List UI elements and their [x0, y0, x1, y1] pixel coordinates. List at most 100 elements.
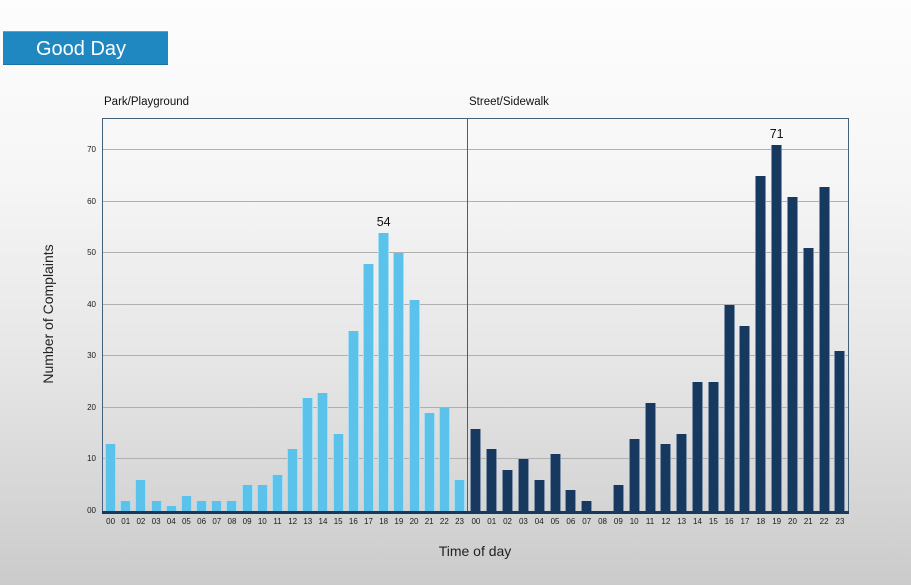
- x-tick-label-park-21: 21: [424, 517, 434, 526]
- bar-park-05: [180, 496, 192, 511]
- x-tick-label-park-03: 03: [151, 517, 161, 526]
- hour-slot-14: 14: [315, 119, 330, 526]
- y-tick-label-40: 40: [87, 300, 96, 309]
- good-day-badge-label: Good Day: [36, 38, 127, 60]
- y-tick-label-30: 30: [87, 351, 96, 360]
- hour-slot-23: 23: [452, 119, 467, 526]
- x-tick-label-park-01: 01: [121, 517, 131, 526]
- y-tick-label-60: 60: [87, 197, 96, 206]
- bar-street-20: [786, 197, 798, 511]
- x-tick-label-street-15: 15: [708, 517, 718, 526]
- hour-slot-05: 05: [547, 119, 563, 526]
- x-axis-baseline: [102, 511, 849, 514]
- x-tick-label-street-18: 18: [756, 517, 766, 526]
- x-tick-label-park-10: 10: [257, 517, 267, 526]
- bar-park-06: [196, 501, 208, 511]
- hour-slot-00: 00: [468, 119, 484, 526]
- x-tick-label-street-23: 23: [835, 517, 845, 526]
- bar-park-12: [287, 449, 299, 511]
- x-tick-label-street-17: 17: [740, 517, 750, 526]
- hour-slot-03: 03: [149, 119, 164, 526]
- hour-slot-16: 16: [346, 119, 361, 526]
- y-tick-label-70: 70: [87, 145, 96, 154]
- x-tick-label-street-02: 02: [503, 517, 513, 526]
- x-tick-label-park-11: 11: [273, 517, 282, 526]
- x-tick-label-street-19: 19: [772, 517, 782, 526]
- bar-park-18: [378, 233, 390, 511]
- x-tick-label-park-23: 23: [455, 517, 464, 526]
- bar-park-21: [423, 413, 435, 511]
- bar-park-19: [393, 253, 405, 511]
- x-tick-label-street-10: 10: [629, 517, 639, 526]
- hour-slot-21: 21: [800, 119, 816, 526]
- hour-slot-09: 09: [610, 119, 626, 526]
- bar-street-07: [581, 501, 593, 511]
- x-tick-label-park-05: 05: [181, 517, 191, 526]
- x-tick-label-park-20: 20: [409, 517, 419, 526]
- x-tick-label-park-14: 14: [318, 517, 328, 526]
- x-tick-label-street-16: 16: [724, 517, 734, 526]
- hour-slot-09: 09: [240, 119, 255, 526]
- chart-panels: 00 01 02 03 04 05 06 07 08 09 10 11 12 13 14 15 16 17 54 18…: [103, 119, 848, 526]
- good-day-badge: Good Day: [3, 31, 168, 65]
- panel-park-playground: 00 01 02 03 04 05 06 07 08 09 10 11 12 13 14 15 16 17 54 18…: [103, 119, 467, 526]
- hour-slot-07: 07: [579, 119, 595, 526]
- gridline-70: [103, 149, 848, 150]
- panel-title-street-sidewalk: Street/Sidewalk: [469, 96, 549, 108]
- x-tick-label-park-12: 12: [288, 517, 298, 526]
- bar-street-03: [517, 459, 529, 511]
- hour-slot-07: 07: [209, 119, 224, 526]
- hour-slot-20: 20: [406, 119, 421, 526]
- hour-slot-08: 08: [224, 119, 239, 526]
- hour-slot-19: 71 19: [769, 119, 785, 526]
- hour-slot-18: 18: [753, 119, 769, 526]
- hour-slot-19: 19: [391, 119, 406, 526]
- bar-park-09: [241, 485, 253, 511]
- bar-park-03: [150, 501, 162, 511]
- x-tick-label-park-02: 02: [136, 517, 146, 526]
- bar-street-15: [707, 382, 719, 511]
- x-tick-label-park-22: 22: [439, 517, 449, 526]
- hour-slot-17: 17: [737, 119, 753, 526]
- bar-park-13: [302, 398, 314, 511]
- x-tick-label-street-07: 07: [582, 517, 592, 526]
- hour-slot-00: 00: [103, 119, 118, 526]
- bar-street-11: [644, 403, 656, 511]
- bar-street-02: [502, 470, 514, 511]
- hour-slot-16: 16: [721, 119, 737, 526]
- hour-slot-06: 06: [194, 119, 209, 526]
- hour-slot-08: 08: [595, 119, 611, 526]
- x-tick-label-park-16: 16: [348, 517, 358, 526]
- bar-park-22: [438, 408, 450, 511]
- hour-slot-11: 11: [270, 119, 285, 526]
- bar-street-01: [486, 449, 498, 511]
- gridline-20: [103, 407, 848, 408]
- bar-park-00: [105, 444, 117, 511]
- x-tick-label-park-15: 15: [333, 517, 343, 526]
- x-axis-label: Time of day: [438, 543, 512, 559]
- hour-slot-15: 15: [331, 119, 346, 526]
- bar-street-21: [802, 248, 814, 511]
- bar-street-14: [692, 382, 703, 511]
- bar-park-02: [135, 480, 147, 511]
- bar-park-17: [363, 264, 374, 511]
- bar-street-23: [834, 351, 846, 511]
- bar-street-13: [676, 434, 688, 511]
- hour-slot-01: 01: [484, 119, 500, 526]
- y-tick-label-10: 10: [87, 454, 96, 463]
- y-tick-label-20: 20: [87, 403, 96, 412]
- hour-slot-02: 02: [133, 119, 148, 526]
- hour-slot-03: 03: [515, 119, 531, 526]
- bar-park-14: [317, 393, 329, 511]
- hour-slot-13: 13: [300, 119, 315, 526]
- x-tick-label-park-00: 00: [106, 517, 116, 526]
- x-tick-label-street-04: 04: [534, 517, 544, 526]
- hour-slot-04: 04: [531, 119, 547, 526]
- x-tick-label-street-20: 20: [788, 517, 797, 526]
- bar-park-16: [347, 331, 359, 511]
- hour-slot-10: 10: [626, 119, 642, 526]
- bar-park-04: [165, 506, 177, 511]
- gridline-50: [103, 252, 848, 253]
- y-tick-label-50: 50: [87, 248, 96, 257]
